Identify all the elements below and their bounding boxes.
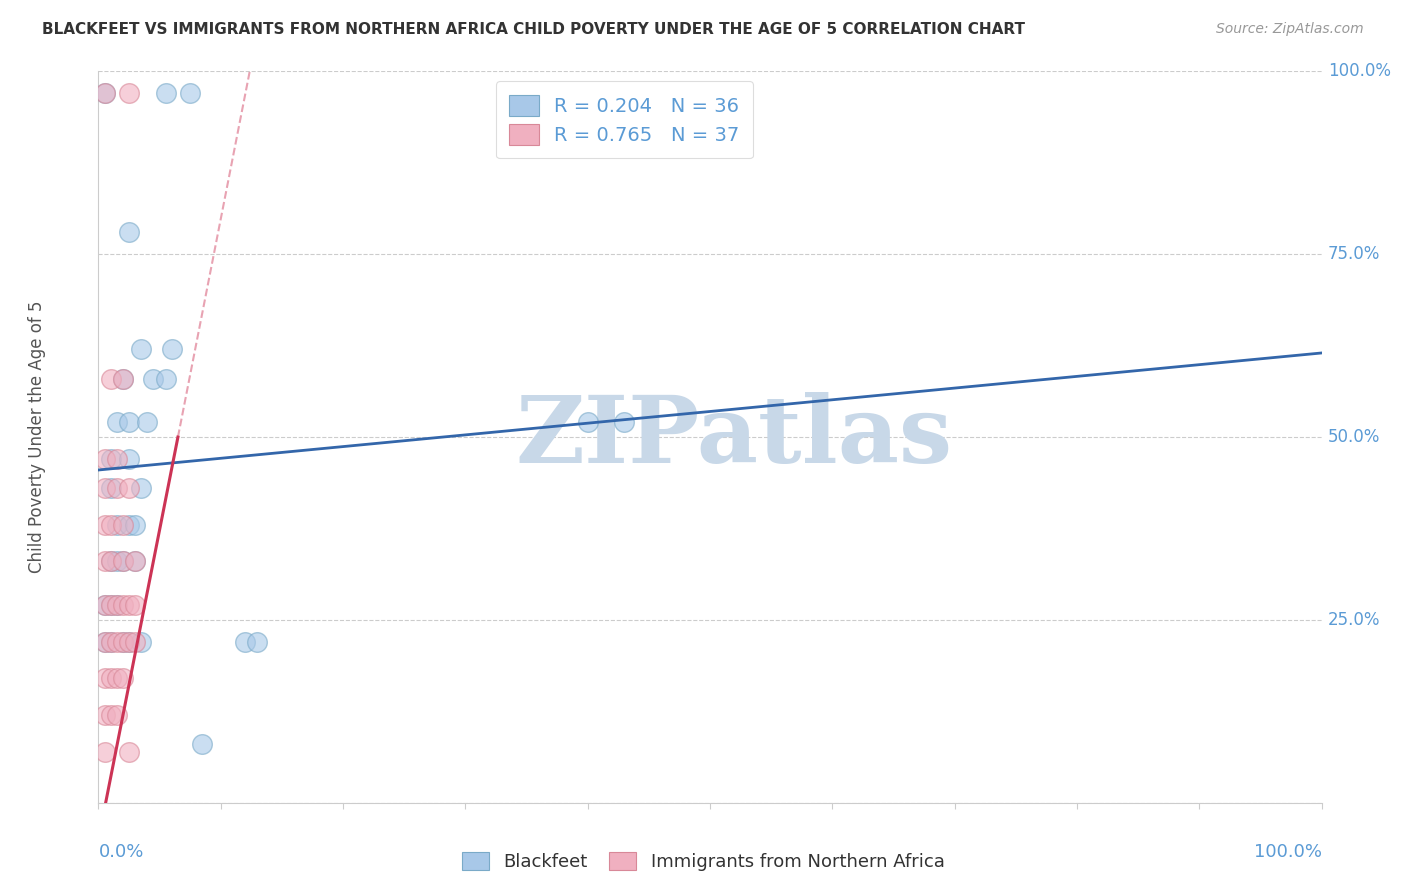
Point [124,554,146,568]
Point [118,599,141,613]
Point [118,481,141,495]
Point [93,745,115,759]
Point [124,517,146,532]
Point [246,635,269,649]
Text: 100.0%: 100.0% [1254,843,1322,861]
Point [111,554,134,568]
Point [191,737,214,751]
Point [105,416,128,430]
Point [93,635,115,649]
Text: BLACKFEET VS IMMIGRANTS FROM NORTHERN AFRICA CHILD POVERTY UNDER THE AGE OF 5 CO: BLACKFEET VS IMMIGRANTS FROM NORTHERN AF… [42,22,1025,37]
Point [118,225,141,239]
Point [100,599,122,613]
Point [118,517,141,532]
Point [124,599,146,613]
Point [100,554,122,568]
Text: 25.0%: 25.0% [1327,611,1381,629]
Point [118,416,141,430]
Point [93,599,115,613]
Point [136,416,159,430]
Point [100,371,122,385]
Text: Child Poverty Under the Age of 5: Child Poverty Under the Age of 5 [28,301,46,574]
Point [93,599,115,613]
Point [118,87,141,101]
Point [100,517,122,532]
Point [105,635,128,649]
Point [93,554,115,568]
Point [93,672,115,686]
Point [118,635,141,649]
Legend: R = 0.204   N = 36, R = 0.765   N = 37: R = 0.204 N = 36, R = 0.765 N = 37 [496,81,754,159]
Point [118,745,141,759]
Text: 75.0%: 75.0% [1327,245,1381,263]
Point [105,672,128,686]
Point [100,599,122,613]
Point [93,87,115,101]
Point [93,635,115,649]
Point [100,554,122,568]
Point [129,481,152,495]
Point [93,708,115,723]
Point [100,452,122,467]
Point [129,343,152,357]
Point [613,416,636,430]
Point [111,371,134,385]
Point [105,599,128,613]
Point [100,481,122,495]
Point [105,708,128,723]
Point [105,599,128,613]
Point [100,635,122,649]
Text: 0.0%: 0.0% [98,843,143,861]
Point [105,517,128,532]
Point [93,517,115,532]
Text: Source: ZipAtlas.com: Source: ZipAtlas.com [1216,22,1364,37]
Point [233,635,256,649]
Point [179,87,201,101]
Point [111,635,134,649]
Point [100,672,122,686]
Point [111,635,134,649]
Point [105,481,128,495]
Point [155,87,177,101]
Point [100,708,122,723]
Point [111,371,134,385]
Legend: Blackfeet, Immigrants from Northern Africa: Blackfeet, Immigrants from Northern Afri… [454,845,952,879]
Point [105,554,128,568]
Point [576,416,599,430]
Point [124,554,146,568]
Point [111,599,134,613]
Point [111,517,134,532]
Point [155,371,177,385]
Point [93,481,115,495]
Point [142,371,165,385]
Point [129,635,152,649]
Text: 100.0%: 100.0% [1327,62,1391,80]
Point [124,635,146,649]
Point [118,452,141,467]
Point [118,635,141,649]
Point [111,672,134,686]
Point [100,635,122,649]
Point [160,343,183,357]
Text: 50.0%: 50.0% [1327,428,1381,446]
Point [93,452,115,467]
Point [111,554,134,568]
Point [105,452,128,467]
Text: ZIPatlas: ZIPatlas [516,392,953,482]
Point [93,87,115,101]
